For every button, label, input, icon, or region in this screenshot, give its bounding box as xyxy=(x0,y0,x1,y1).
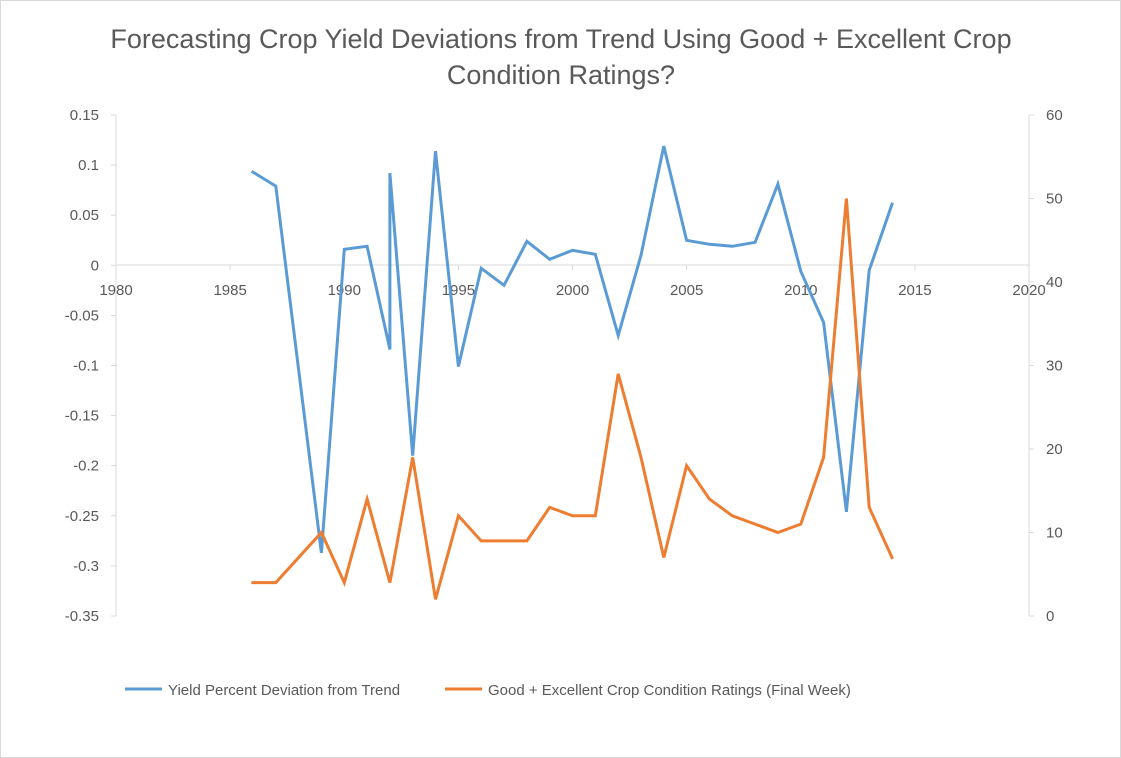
x-tick-label: 2015 xyxy=(898,282,931,299)
chart-title-line-2: Condition Ratings? xyxy=(447,60,675,90)
left-y-tick-label: 0.05 xyxy=(70,207,99,224)
right-y-tick-label: 0 xyxy=(1046,608,1054,625)
left-y-tick-label: -0.2 xyxy=(73,458,99,475)
right-y-tick-label: 40 xyxy=(1046,274,1063,291)
left-y-tick-label: 0 xyxy=(91,257,99,274)
x-tick-label: 1985 xyxy=(213,282,246,299)
right-y-tick-label: 30 xyxy=(1046,358,1063,375)
left-y-tick-label: -0.25 xyxy=(65,508,99,525)
left-y-tick-label: -0.05 xyxy=(65,307,99,324)
left-y-tick-label: 0.1 xyxy=(78,157,99,174)
x-tick-label: 1990 xyxy=(328,282,361,299)
x-tick-label: 2000 xyxy=(556,282,589,299)
left-y-tick-label: -0.1 xyxy=(73,358,99,375)
x-tick-label: 1980 xyxy=(99,282,132,299)
right-y-tick-label: 20 xyxy=(1046,441,1063,458)
left-y-tick-label: -0.15 xyxy=(65,408,99,425)
series-line-1 xyxy=(250,145,894,554)
left-y-tick-label: -0.3 xyxy=(73,558,99,575)
left-y-tick-label: 0.15 xyxy=(70,107,99,124)
legend-label-2: Good + Excellent Crop Condition Ratings … xyxy=(488,682,851,699)
x-tick-label: 1995 xyxy=(442,282,475,299)
right-y-tick-label: 50 xyxy=(1046,191,1063,208)
series-line-2 xyxy=(251,198,894,600)
legend-label-1: Yield Percent Deviation from Trend xyxy=(168,682,400,699)
x-tick-label: 2020 xyxy=(1012,282,1045,299)
right-y-tick-label: 10 xyxy=(1046,525,1063,542)
left-y-tick-label: -0.35 xyxy=(65,608,99,625)
right-y-tick-label: 60 xyxy=(1046,107,1063,124)
x-tick-label: 2005 xyxy=(670,282,703,299)
chart-title-line-1: Forecasting Crop Yield Deviations from T… xyxy=(110,24,1011,54)
